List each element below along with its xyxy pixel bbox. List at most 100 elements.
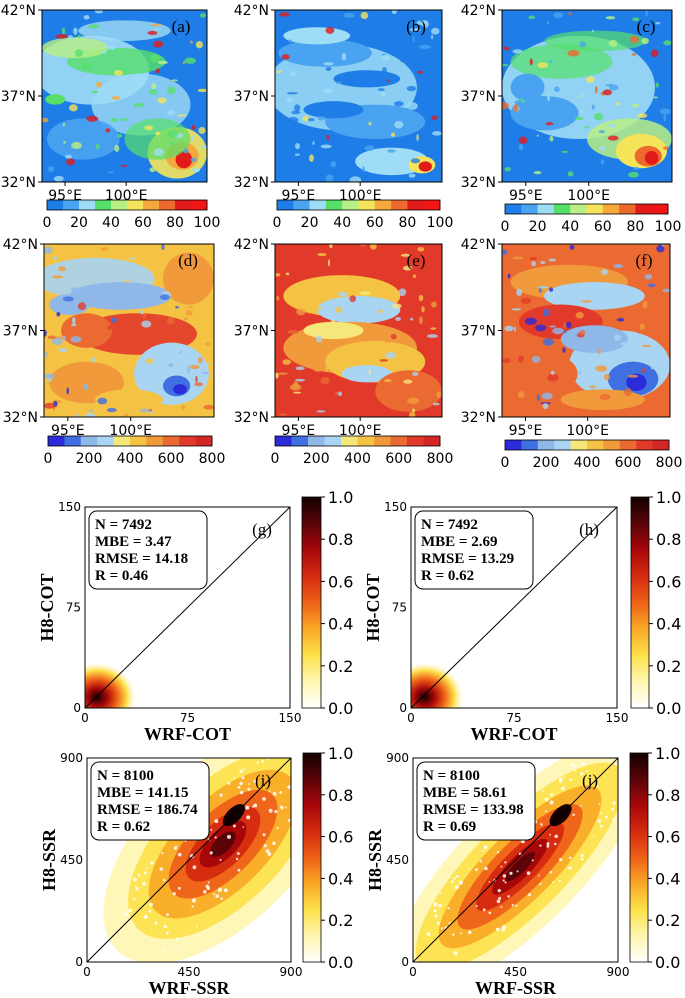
map-b-speckle [381, 67, 387, 75]
map-a-speckle [53, 175, 64, 182]
density-speckle [452, 933, 455, 936]
colorbar-frame [274, 435, 441, 447]
colorbar-tick-label: 0.4 [328, 615, 353, 634]
map-f-patch [544, 282, 645, 310]
map-a-speckle [94, 10, 103, 14]
map-d-speckle [141, 320, 152, 328]
x-tick-label: 150 [606, 711, 629, 725]
map-c-speckle [512, 49, 523, 54]
colorbar-segment [391, 200, 408, 210]
map-d-speckle [129, 257, 136, 260]
colorbar-tick-label: 0.6 [655, 828, 680, 847]
colorbar-tick-label: 80 [398, 215, 416, 231]
map-f-speckle [550, 370, 555, 375]
map-e-speckle [278, 413, 288, 416]
density-speckle [184, 840, 187, 843]
map-c-speckle [594, 85, 598, 94]
map-a-speckle [47, 166, 55, 172]
map-f-speckle [541, 392, 553, 400]
colorbar-tick-label: 0 [501, 219, 510, 235]
density-speckle [243, 768, 245, 770]
density-speckle [233, 777, 235, 780]
map-e-speckle [400, 253, 410, 257]
density-speckle [450, 965, 453, 968]
map-b-speckle [291, 110, 301, 115]
colorbar-tick-label: 100 [655, 219, 682, 235]
stats-line: N = 7492 [95, 517, 152, 533]
density-speckle [223, 888, 228, 893]
map-b-speckle [410, 158, 421, 164]
density-speckle [488, 881, 491, 883]
map-f-speckle [537, 286, 549, 289]
density-speckle [267, 852, 272, 856]
colorbar [630, 496, 650, 709]
colorbar-segment [275, 436, 292, 446]
map-a-speckle [86, 115, 99, 122]
density-speckle [426, 932, 431, 936]
colorbar-tick-label: 100 [194, 215, 221, 231]
density-speckle [175, 946, 178, 949]
map-c-speckle [628, 171, 639, 178]
colorbar-tick-label: 60 [594, 219, 612, 235]
map-b-speckle [302, 115, 310, 122]
map-b-speckle [387, 149, 396, 153]
colorbar-tick-label: 400 [574, 455, 601, 471]
density-speckle [189, 854, 194, 859]
panel-c: 42°N 37°N 32°N 95°E 100°E (c) 0 20 40 60 80 100 [461, 3, 682, 235]
density-speckle [574, 769, 577, 772]
density-speckle [166, 913, 169, 917]
density-speckle [468, 867, 471, 870]
map-f-speckle [641, 344, 652, 347]
panel-e: 42°N 37°N 32°N 95°E 100°E (e) 0 200 400 600 800 [234, 237, 454, 467]
map-c-speckle [502, 46, 510, 51]
map-c-speckle [537, 62, 548, 69]
map-a-speckle [191, 167, 201, 173]
colorbar-segment [505, 204, 522, 214]
map-a-speckle [65, 158, 76, 166]
map-f-speckle [639, 249, 643, 257]
map-c-speckle [553, 12, 564, 18]
map-b-speckle [422, 147, 427, 154]
map-a-speckle [152, 40, 164, 48]
map-a-speckle [157, 60, 168, 65]
colorbar-frame [504, 203, 669, 215]
map-a-speckle [150, 83, 157, 90]
density-speckle [284, 806, 287, 809]
map-d-speckle [189, 364, 200, 370]
map-a-speckle [167, 130, 178, 139]
colorbar-tick-label: 60 [366, 215, 384, 231]
colorbar [629, 752, 649, 963]
map-f-speckle [647, 283, 656, 288]
density-speckle [265, 849, 270, 853]
map-c-speckle [608, 39, 618, 47]
colorbar-segment [570, 440, 588, 450]
map-f-speckle [579, 330, 586, 336]
map-f-speckle [547, 373, 559, 382]
y-tick-label: 75 [66, 601, 81, 615]
density-speckle [220, 897, 223, 900]
density-speckle [436, 921, 440, 925]
map-e-speckle [412, 408, 416, 413]
map-b-speckle [416, 134, 419, 142]
map-a-speckle [119, 93, 123, 98]
map-d-speckle [140, 309, 144, 315]
map-d-patch [173, 384, 187, 395]
map-c-speckle [586, 76, 595, 83]
colorbar-tick-label: 0.8 [656, 530, 681, 549]
map-c-speckle [605, 16, 616, 20]
map-e-speckle [379, 359, 389, 362]
density-speckle [134, 885, 137, 888]
map-d-speckle [52, 275, 64, 279]
density-speckle [496, 899, 501, 904]
map-b-speckle [286, 92, 299, 95]
one-to-one-line [86, 757, 292, 963]
y-tick-label: 0 [73, 701, 81, 715]
map-c-speckle [645, 10, 648, 17]
density-speckle [448, 921, 451, 924]
map-d-speckle [71, 323, 77, 327]
density-speckle [268, 790, 271, 793]
density-speckle [544, 797, 549, 802]
colorbar-tick-label: 200 [303, 451, 330, 467]
map-c-speckle [605, 84, 614, 87]
map-d-speckle [161, 244, 165, 251]
